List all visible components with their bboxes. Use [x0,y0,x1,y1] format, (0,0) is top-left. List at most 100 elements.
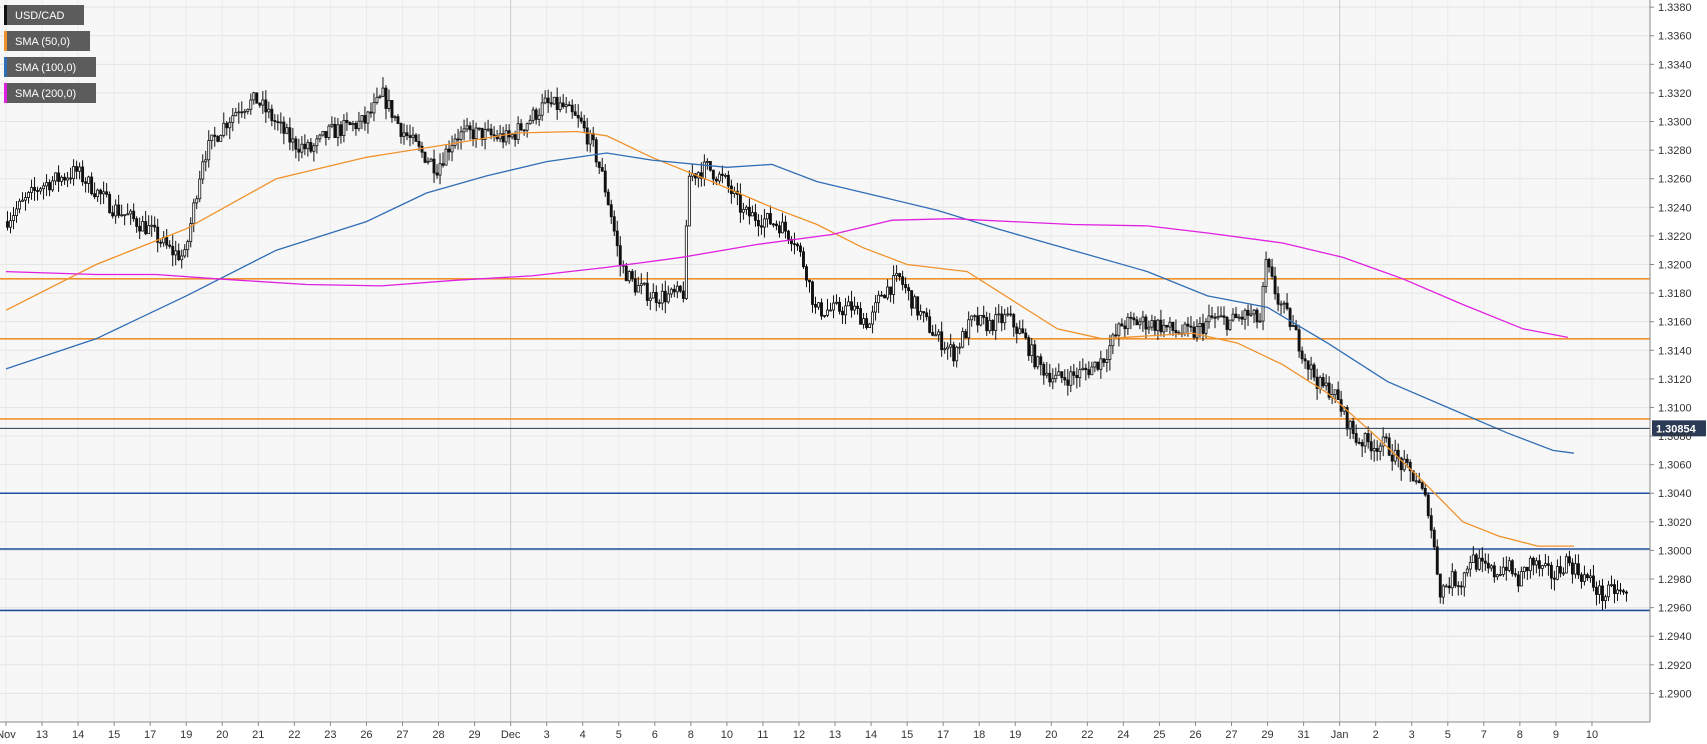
candle-body [1150,320,1154,328]
candle-body [675,285,679,293]
candle-body [1000,313,1004,324]
candle-body [63,176,67,181]
candle-body [651,291,655,299]
candle-body [1369,441,1373,452]
candle-body [429,158,433,162]
candle-body [1354,433,1358,443]
candle-body [1513,573,1517,576]
candle-body [1036,356,1040,368]
candle-body [928,316,932,333]
candle-body [1607,584,1610,598]
candle-body [1423,487,1427,496]
candle-body [378,95,382,98]
candle-body [510,134,514,138]
x-tick-label: 5 [616,729,622,741]
candle-body [1613,584,1616,594]
candle-body [126,213,130,216]
candle-body [1399,457,1403,471]
candle-body [883,294,887,299]
candle-body [1012,314,1016,328]
candle-body [1300,350,1304,360]
candle-body [102,191,106,195]
candle-body [183,249,187,257]
candle-body [1210,315,1214,318]
candle-body [997,313,1001,316]
candle-body [633,278,637,293]
candle-body [1216,316,1220,319]
candle-body [1576,563,1580,576]
candle-body [60,176,64,182]
candle-body [726,174,730,187]
y-tick-label: 1.3080 [1658,431,1692,443]
candle-body [270,108,274,121]
candle-body [81,166,85,183]
candle-body [33,187,36,191]
legend-item-label: SMA (100,0) [15,62,76,74]
candle-body [288,127,292,143]
candle-body [1279,303,1283,306]
candle-body [898,273,902,278]
x-tick-label: 22 [1081,729,1093,741]
candle-body [525,123,529,131]
candle-body [1291,325,1295,327]
candle-body [699,172,703,179]
candle-body [771,223,775,226]
y-tick-label: 1.3340 [1658,59,1692,71]
x-tick-label: Nov [0,729,16,741]
candle-body [1507,560,1511,571]
candle-body [246,108,250,112]
candle-body [1537,560,1541,569]
candle-body [1528,557,1532,572]
candle-body [540,102,544,116]
candle-body [967,319,971,339]
candle-body [814,304,817,308]
candle-body [762,218,766,228]
candle-body [147,225,151,235]
candle-body [99,189,103,195]
candle-body [411,134,415,138]
candle-body [1312,364,1316,378]
candle-body [513,134,517,140]
candle-body [1261,285,1265,322]
candle-body [666,293,670,303]
candle-body [144,221,148,235]
candle-body [483,129,487,141]
candle-body [117,204,121,216]
candle-body [1024,332,1028,339]
candle-body [1363,433,1367,447]
legend-color-swatch [4,57,7,77]
candle-body [120,214,124,217]
candle-body [1610,584,1613,587]
y-tick-label: 1.3320 [1658,88,1692,100]
legend-item-label: USD/CAD [15,10,65,22]
candle-body [66,177,70,181]
candle-body [1351,420,1355,434]
candle-body [534,109,538,120]
candle-body [597,161,601,168]
candle-body [1387,437,1391,456]
candle-body [1189,325,1193,328]
candle-body [1246,309,1250,316]
candle-body [940,331,944,351]
x-tick-label: 5 [1445,729,1451,741]
candle-body [576,114,580,119]
y-tick-label: 1.2940 [1658,631,1692,643]
candle-body [1414,480,1418,483]
candle-body [1616,589,1619,594]
candle-body [543,97,547,104]
x-tick-label: 27 [396,729,408,741]
candle-body [970,315,974,321]
candle-body [192,202,196,225]
candle-body [375,96,379,103]
candle-body [1213,316,1217,319]
candle-body [1249,313,1253,316]
candle-body [684,225,688,299]
candle-body [1192,326,1196,338]
candle-body [1096,361,1100,370]
candle-body [1408,461,1412,472]
candle-body [1471,554,1475,564]
candle-body [781,221,784,234]
candle-body [615,230,619,247]
y-tick-label: 1.3160 [1658,317,1692,329]
